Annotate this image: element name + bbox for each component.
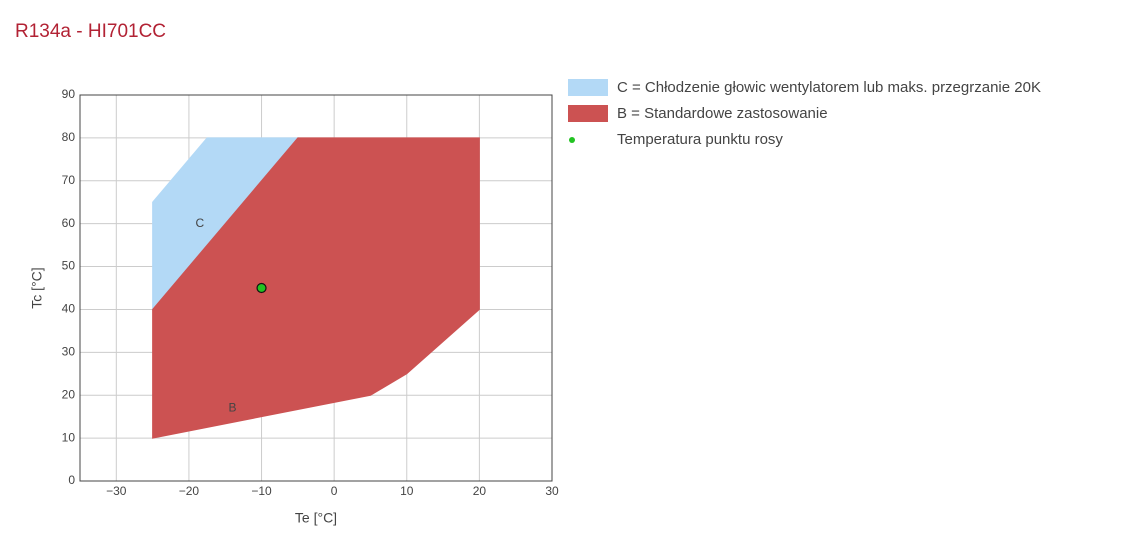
- y-tick-label: 80: [62, 130, 76, 144]
- x-tick-label: 30: [545, 484, 559, 498]
- point: [256, 282, 267, 294]
- envelope-area: [152, 137, 480, 439]
- x-tick-label: −30: [106, 484, 127, 498]
- y-tick-label: 60: [62, 216, 76, 230]
- x-tick-label: −20: [179, 484, 200, 498]
- legend-label: Temperatura punktu rosy: [617, 131, 783, 148]
- legend-label: B = Standardowe zastosowanie: [617, 105, 828, 122]
- y-tick-label: 70: [62, 173, 76, 187]
- y-tick-label: 40: [62, 302, 76, 316]
- legend-label: C = Chłodzenie głowic wentylatorem lub m…: [617, 79, 1041, 96]
- annotation: C: [195, 216, 204, 230]
- x-tick-label: 10: [400, 484, 414, 498]
- legend-swatch: [568, 79, 608, 96]
- legend-swatch: [568, 105, 608, 122]
- y-tick-label: 90: [62, 87, 76, 101]
- y-tick-label: 20: [62, 387, 76, 401]
- x-axis-label: Te [°C]: [295, 510, 337, 526]
- y-tick-label: 30: [62, 345, 76, 359]
- y-tick-label: 50: [62, 259, 76, 273]
- legend-marker: [569, 137, 575, 143]
- x-tick-label: 20: [473, 484, 487, 498]
- plot-frame: [79, 94, 553, 482]
- x-tick-label: 0: [331, 484, 338, 498]
- y-axis-label: Tc [°C]: [29, 267, 45, 308]
- chart-title: R134a - HI701CC: [15, 21, 166, 42]
- y-tick-label: 0: [68, 473, 75, 487]
- annotation: B: [228, 400, 236, 414]
- x-tick-label: −10: [251, 484, 272, 498]
- y-tick-label: 10: [62, 430, 76, 444]
